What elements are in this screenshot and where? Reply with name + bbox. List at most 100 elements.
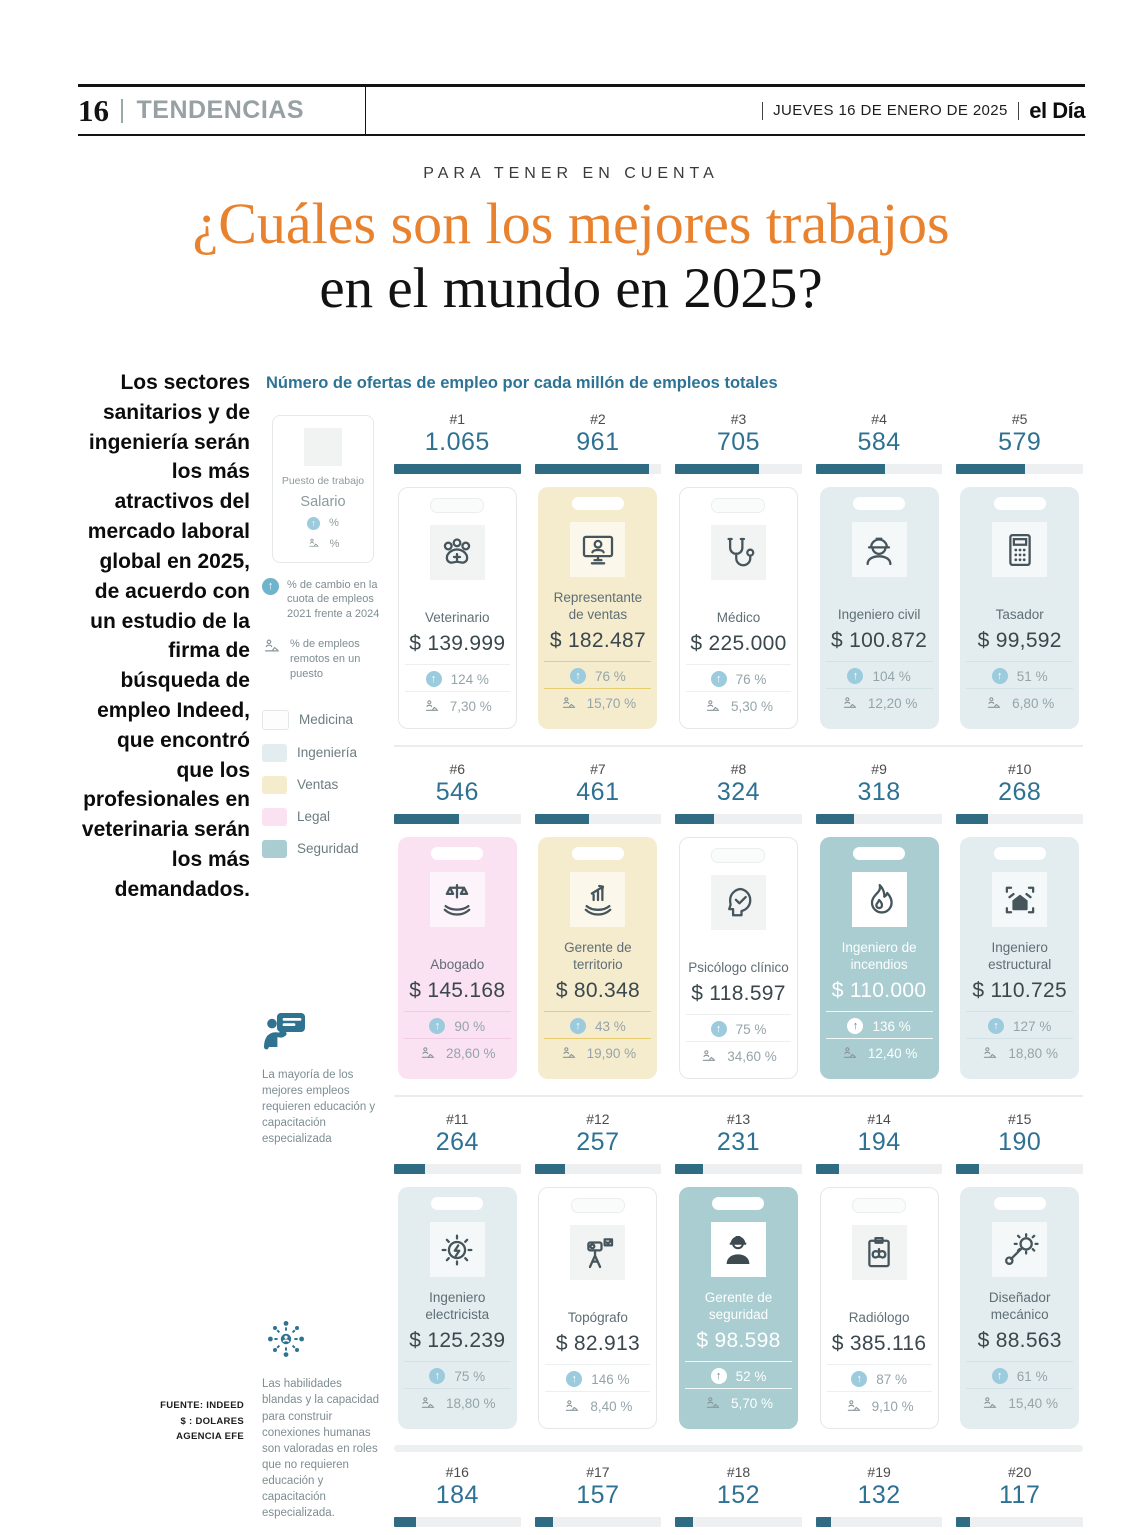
remote-work-icon — [981, 1045, 999, 1061]
up-arrow-icon: ↑ — [570, 668, 586, 684]
change-row-label: ↑ % — [279, 516, 367, 530]
openings-bar-fill — [956, 814, 989, 824]
cards-row-3: #11 264 Ingeniero electricista $ 125.239 ↑ 75… — [392, 1111, 1085, 1429]
category-label: Seguridad — [297, 841, 359, 857]
job-salary: $ 125.239 — [409, 1329, 506, 1352]
annotation-text: Las habilidades blandas y la capacidad p… — [262, 1378, 379, 1520]
job-openings-value: 231 — [716, 1128, 761, 1156]
up-arrow-icon: ↑ — [566, 1371, 583, 1387]
remote-work-icon — [704, 698, 722, 714]
issue-date: JUEVES 16 DE ENERO DE 2025 — [773, 102, 1008, 119]
tag-slot — [712, 1197, 765, 1210]
job-title: Tasador — [995, 607, 1044, 623]
legend-category-ventas: Ventas — [262, 775, 384, 794]
job-salary: $ 80.348 — [555, 979, 640, 1002]
remote-work-icon — [985, 695, 1003, 711]
openings-bar — [815, 814, 943, 824]
openings-bar — [534, 1164, 662, 1174]
header-divider — [121, 98, 123, 123]
job-title: Representante de ventas — [553, 590, 643, 623]
openings-bar — [394, 1164, 521, 1174]
source-line: AGENCIA EFE — [176, 1431, 244, 1443]
paw-cross-icon — [429, 525, 485, 580]
masthead-divider — [1017, 101, 1020, 120]
tag-slot — [570, 1198, 625, 1213]
source-credit: FUENTE: INDEED $ : DOLARES AGENCIA EFE — [78, 1398, 250, 1445]
percent-label: % — [329, 538, 340, 551]
remote-work-icon — [419, 1045, 437, 1061]
tag-slot — [853, 497, 906, 510]
job-title: Ingeniero electricista — [425, 1290, 490, 1323]
openings-bar-fill — [956, 1164, 979, 1174]
remote-percent: 9,10 % — [871, 1398, 914, 1414]
category-label: Ventas — [297, 777, 339, 793]
job-salary: $ 110.725 — [972, 979, 1067, 1002]
remote-work-icon — [560, 695, 578, 711]
job-cards-grid: #1 1.065 Veterinario $ 139.999 ↑ 124 % 7,30 % #… — [392, 411, 1085, 1535]
remote-work-icon — [563, 1398, 581, 1414]
openings-bar-fill — [534, 1164, 566, 1174]
legend-category-seguridad: Seguridad — [262, 839, 384, 858]
job-salary: $ 110.000 — [831, 979, 927, 1002]
openings-bar-fill — [394, 1164, 426, 1174]
cards-row-2: #6 546 Abogado $ 145.168 ↑ 90 % 28,60 % #7 461 Ge… — [392, 761, 1085, 1079]
remote-desk-icon — [262, 637, 282, 655]
change-stat: ↑ 76 % — [544, 661, 652, 688]
job-card: Gerente de seguridad $ 98.598 ↑ 52 % 5,70 % — [678, 1187, 798, 1429]
remote-work-icon — [841, 1045, 859, 1061]
job-card: Ingeniero civil $ 100.872 ↑ 104 % 12,20 % — [819, 487, 939, 729]
job-title: Ingeniero de incendios — [841, 940, 917, 973]
job-openings-value: 584 — [857, 428, 901, 456]
remote-work-icon — [700, 1048, 718, 1064]
up-arrow-icon: ↑ — [425, 671, 442, 687]
flame-icon — [851, 872, 907, 927]
job-openings-value: 157 — [576, 1481, 620, 1509]
category-legend: Medicina Ingeniería Ventas Legal — [262, 696, 384, 858]
job-card: Ingeniero de incendios $ 110.000 ↑ 136 % 12,… — [819, 837, 939, 1079]
change-stat: ↑ 75 % — [403, 1361, 511, 1388]
growth-chart-hand-icon — [570, 872, 626, 927]
cards-row-4: #16184Diseñador eléctrico$ 97.508↑107 %8… — [392, 1464, 1085, 1535]
remote-work-icon — [841, 695, 859, 711]
job-rank: #9 — [871, 761, 887, 777]
change-stat: ↑ 136 % — [825, 1011, 933, 1038]
job-card-cell: #12 257 Topógrafo $ 82.913 ↑ 146 % 8,40 % — [534, 1111, 662, 1429]
job-rank: #18 — [726, 1464, 751, 1480]
openings-bar-fill — [815, 464, 886, 474]
salary-label: Salario — [300, 493, 346, 510]
change-percent: 75 % — [735, 1021, 767, 1037]
job-salary: $ 118.597 — [691, 982, 786, 1005]
openings-bar — [956, 1517, 1083, 1527]
wrench-gear-icon — [992, 1222, 1048, 1277]
remote-percent: 6,80 % — [1012, 695, 1055, 711]
openings-bar-fill — [394, 814, 459, 824]
remote-percent: 34,60 % — [727, 1048, 777, 1064]
openings-bar — [956, 814, 1083, 824]
legal-swatch — [262, 807, 287, 826]
openings-bar — [675, 464, 802, 474]
legend-category-ingenieria: Ingeniería — [262, 743, 384, 762]
job-salary: $ 145.168 — [409, 979, 506, 1002]
remote-percent: 15,70 % — [586, 695, 637, 711]
job-rank: #16 — [445, 1464, 469, 1480]
seguridad-swatch — [262, 839, 287, 858]
source-line: $ : DOLARES — [180, 1415, 244, 1427]
change-percent: 51 % — [1016, 668, 1048, 684]
legend-change: ↑ % de cambio en la cuota de empleos 202… — [262, 577, 384, 623]
head-check-icon — [710, 875, 766, 930]
job-openings-value: 268 — [998, 778, 1042, 806]
human-network-icon — [262, 1315, 380, 1368]
change-percent: 136 % — [872, 1018, 911, 1034]
openings-bar-fill — [956, 464, 1026, 474]
job-title: Gerente de territorio — [564, 940, 632, 973]
job-card: Radiólogo $ 385.116 ↑ 87 % 9,10 % — [819, 1187, 939, 1429]
remote-stat: 5,30 % — [685, 691, 791, 718]
openings-bar — [956, 1164, 1083, 1174]
scales-hand-icon — [429, 872, 485, 927]
remote-stat: 15,40 % — [966, 1388, 1074, 1415]
openings-bar-fill — [815, 1517, 832, 1527]
job-card-cell: #11 264 Ingeniero electricista $ 125.239 ↑ 75… — [394, 1111, 521, 1429]
job-card: Abogado $ 145.168 ↑ 90 % 28,60 % — [397, 837, 517, 1079]
remote-stat: 18,80 % — [966, 1038, 1074, 1065]
openings-bar — [815, 464, 943, 474]
